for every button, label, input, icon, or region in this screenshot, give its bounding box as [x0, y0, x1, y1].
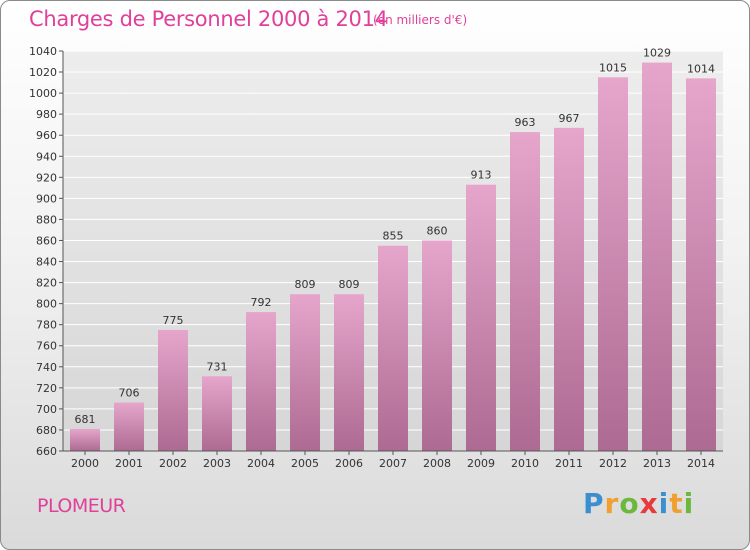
logo-letter: o — [619, 487, 640, 520]
x-tick-label: 2014 — [687, 457, 715, 470]
logo-letter: t — [669, 487, 684, 520]
x-tick-label: 2003 — [203, 457, 231, 470]
x-tick-label: 2002 — [159, 457, 187, 470]
x-tick-label: 2009 — [467, 457, 495, 470]
x-tick-label: 2006 — [335, 457, 363, 470]
y-tick-label: 720 — [36, 382, 57, 395]
y-tick-label: 740 — [36, 361, 57, 374]
y-tick-label: 660 — [36, 445, 57, 458]
bar-value-label: 913 — [471, 169, 492, 182]
bar-value-label: 792 — [251, 296, 272, 309]
bar-value-label: 860 — [427, 224, 448, 237]
bar-value-label: 731 — [207, 360, 228, 373]
y-tick-label: 1040 — [29, 45, 57, 58]
bar-value-label: 1014 — [687, 62, 715, 75]
bar-value-label: 963 — [515, 116, 536, 129]
bar — [642, 62, 672, 451]
y-tick-label: 980 — [36, 108, 57, 121]
x-tick-label: 2007 — [379, 457, 407, 470]
y-tick-label: 780 — [36, 319, 57, 332]
y-tick-label: 900 — [36, 192, 57, 205]
y-tick-label: 880 — [36, 213, 57, 226]
logo-letter: r — [604, 487, 620, 520]
logo-letter: x — [639, 487, 659, 520]
x-tick-label: 2008 — [423, 457, 451, 470]
commune-name: PLOMEUR — [37, 495, 126, 517]
y-tick-label: 1020 — [29, 66, 57, 79]
bar-value-label: 706 — [119, 387, 140, 400]
x-tick-label: 2012 — [599, 457, 627, 470]
x-tick-label: 2004 — [247, 457, 275, 470]
bar — [70, 428, 100, 451]
bar — [378, 245, 408, 451]
y-tick-label: 940 — [36, 150, 57, 163]
bar — [466, 184, 496, 451]
bar-value-label: 681 — [75, 413, 96, 426]
y-tick-label: 1000 — [29, 87, 57, 100]
bar — [510, 132, 540, 452]
x-tick-label: 2000 — [71, 457, 99, 470]
bar — [290, 294, 320, 451]
bar — [686, 78, 716, 452]
chart-title: Charges de Personnel 2000 à 2014 — [29, 7, 388, 31]
bar-value-label: 809 — [295, 278, 316, 291]
bar — [334, 294, 364, 451]
bar — [422, 240, 452, 451]
y-tick-label: 860 — [36, 234, 57, 247]
x-tick-label: 2010 — [511, 457, 539, 470]
proxiti-logo: Proxiti — [583, 487, 694, 520]
bar-value-label: 1029 — [643, 47, 671, 60]
y-tick-label: 760 — [36, 340, 57, 353]
logo-letter: i — [683, 487, 695, 520]
x-tick-label: 2001 — [115, 457, 143, 470]
y-tick-label: 820 — [36, 277, 57, 290]
bar — [114, 402, 144, 451]
bar-value-label: 809 — [339, 278, 360, 291]
bar — [158, 329, 188, 451]
bar-value-label: 1015 — [599, 61, 627, 74]
x-tick-label: 2005 — [291, 457, 319, 470]
bar-value-label: 775 — [163, 314, 184, 327]
y-tick-label: 800 — [36, 298, 57, 311]
y-tick-label: 840 — [36, 256, 57, 269]
bar-value-label: 967 — [559, 112, 580, 125]
logo-letter: P — [583, 487, 605, 520]
y-tick-label: 700 — [36, 403, 57, 416]
x-tick-label: 2013 — [643, 457, 671, 470]
y-tick-label: 680 — [36, 424, 57, 437]
bar — [598, 77, 628, 451]
x-tick-label: 2011 — [555, 457, 583, 470]
y-tick-label: 920 — [36, 171, 57, 184]
bar — [246, 312, 276, 451]
bar — [202, 376, 232, 451]
bar — [554, 127, 584, 451]
chart-subtitle: (en milliers d'€) — [373, 13, 468, 27]
logo-letter: i — [658, 487, 670, 520]
y-tick-label: 960 — [36, 129, 57, 142]
bar-value-label: 855 — [383, 230, 404, 243]
